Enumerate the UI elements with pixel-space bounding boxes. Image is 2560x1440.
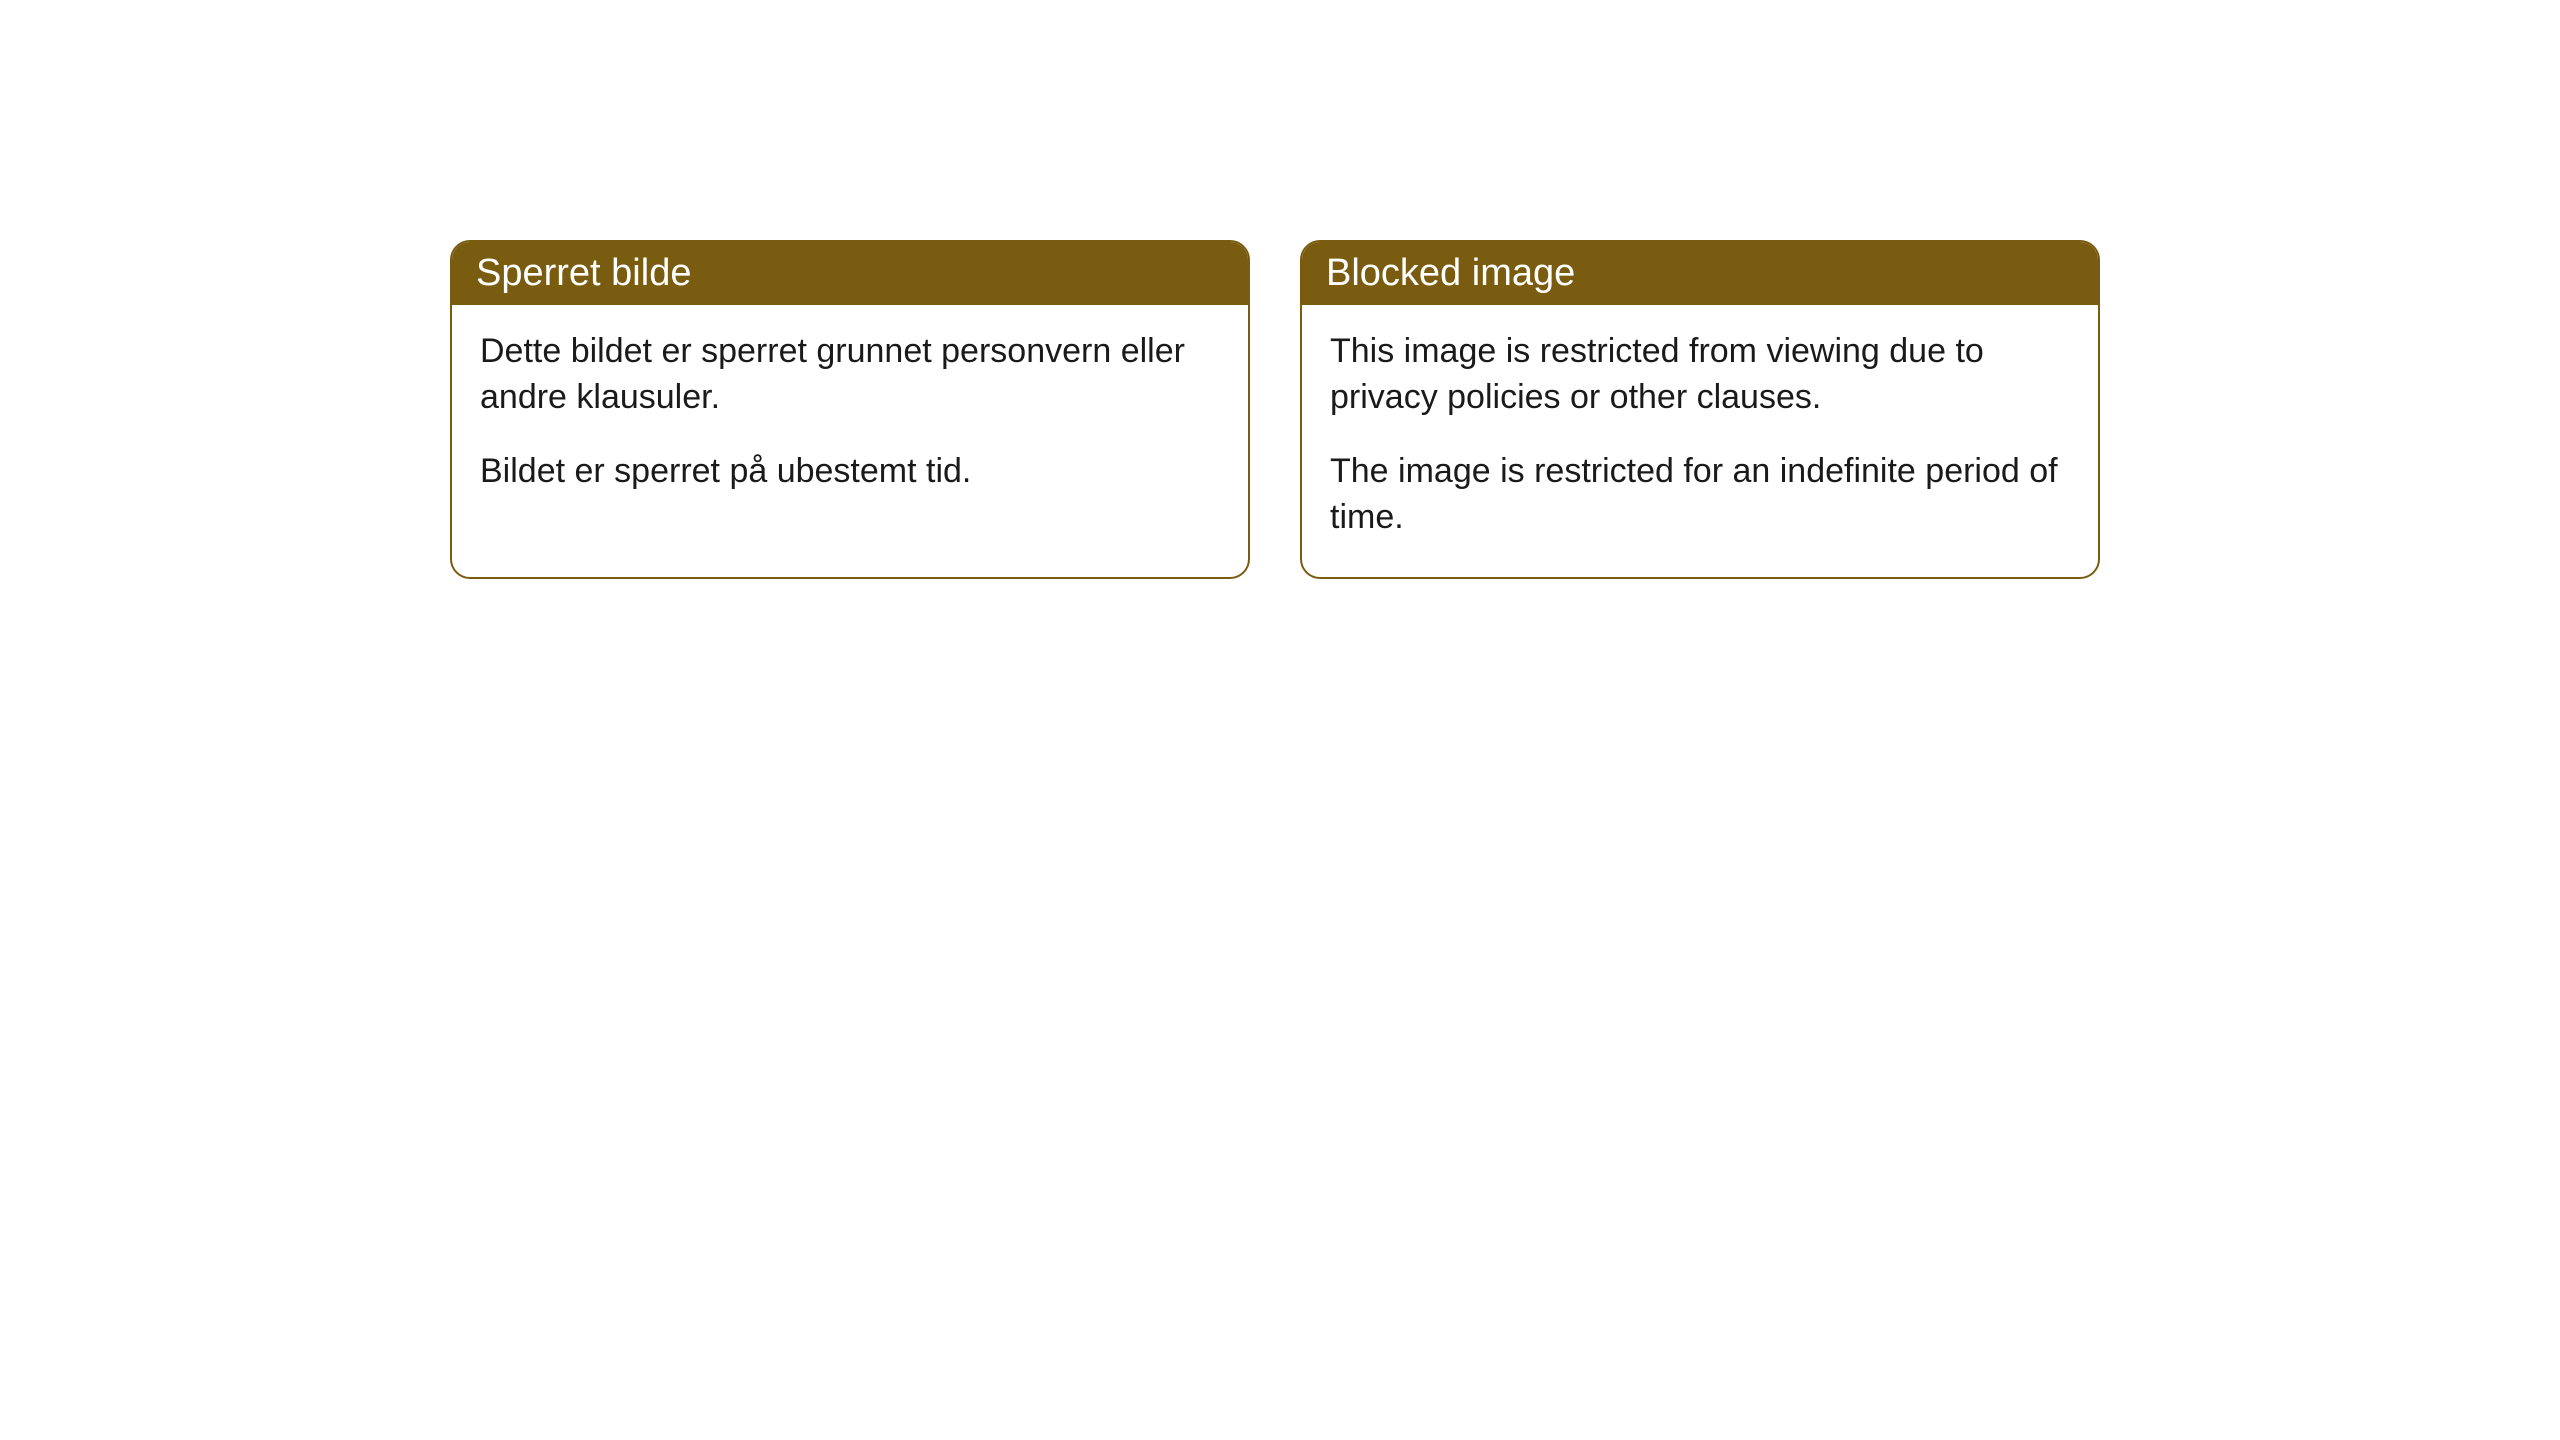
blocked-image-card-en: Blocked image This image is restricted f… [1300,240,2100,579]
card-body-no: Dette bildet er sperret grunnet personve… [452,305,1248,531]
notice-container: Sperret bilde Dette bildet er sperret gr… [0,0,2560,579]
card-title-no: Sperret bilde [476,252,691,294]
card-header-en: Blocked image [1302,242,2098,305]
card-title-en: Blocked image [1326,252,1575,294]
card-para1-en: This image is restricted from viewing du… [1330,329,2070,421]
card-header-no: Sperret bilde [452,242,1248,305]
card-para2-no: Bildet er sperret på ubestemt tid. [480,449,1220,495]
blocked-image-card-no: Sperret bilde Dette bildet er sperret gr… [450,240,1250,579]
card-para2-en: The image is restricted for an indefinit… [1330,449,2070,541]
card-body-en: This image is restricted from viewing du… [1302,305,2098,577]
card-para1-no: Dette bildet er sperret grunnet personve… [480,329,1220,421]
